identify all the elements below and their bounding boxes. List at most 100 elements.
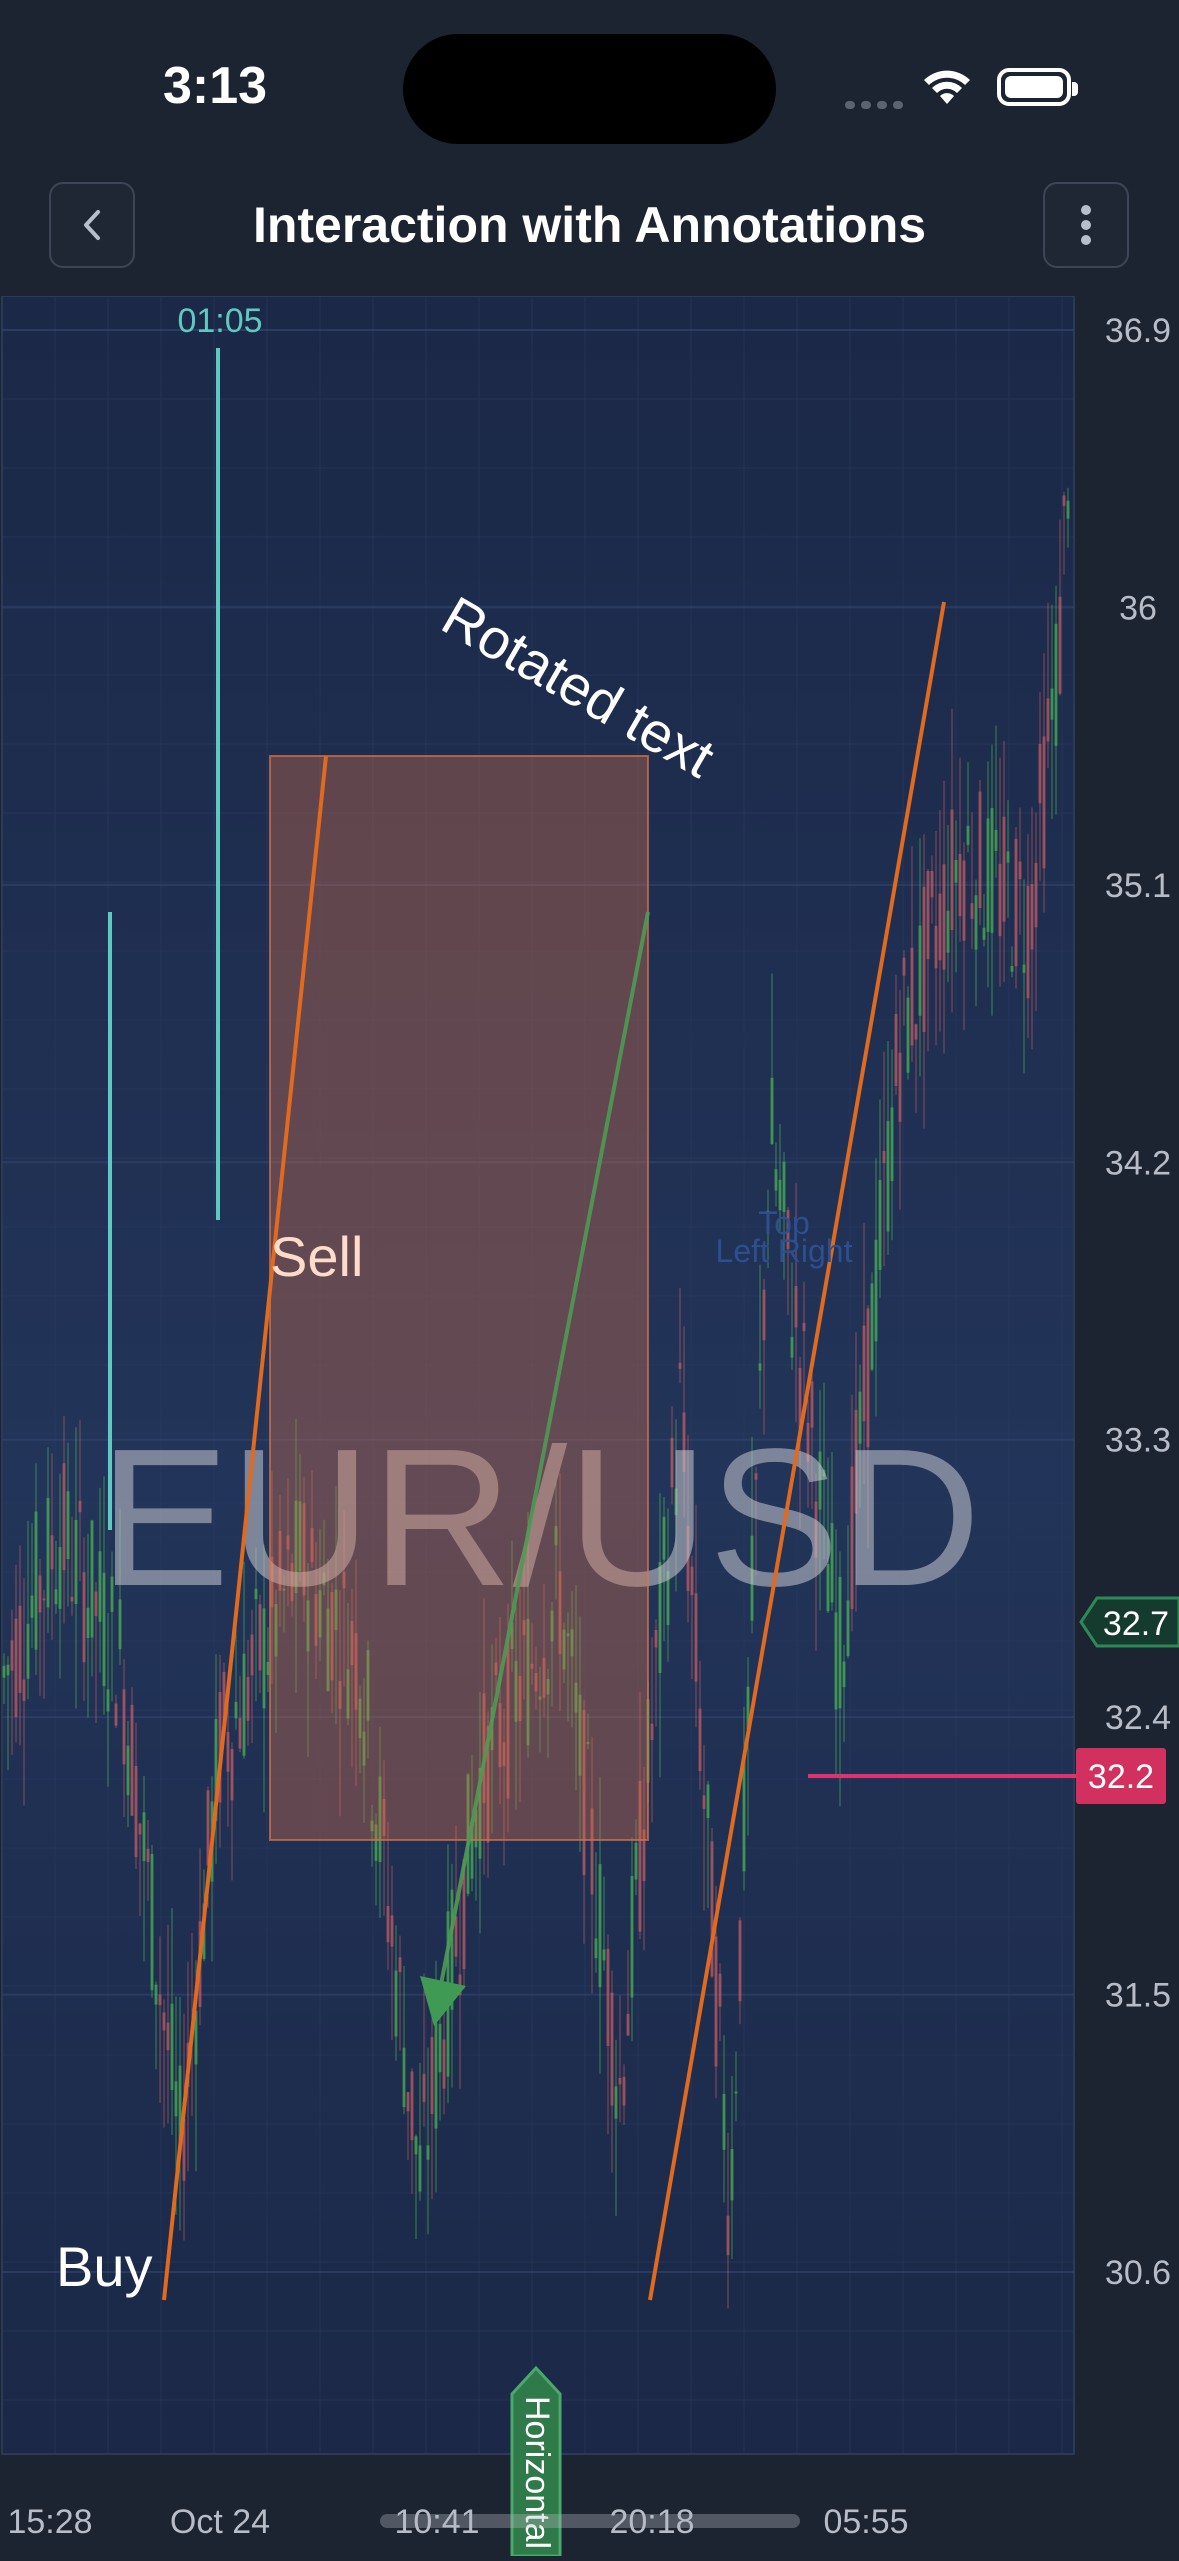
candle-body	[10, 1640, 14, 1671]
candle-body	[1026, 885, 1030, 999]
x-axis: 15:28 Oct 24 10:41 20:18 05:55	[7, 2503, 908, 2541]
candle-body	[362, 1731, 366, 1766]
candle-body	[266, 1661, 270, 1675]
candle-body	[914, 1024, 918, 1040]
candle-body	[1050, 688, 1054, 720]
candle-body	[574, 1682, 578, 1713]
candle-body	[250, 1634, 254, 1676]
candle-body	[558, 1571, 562, 1654]
orange-trend-line-right[interactable]	[648, 601, 946, 2301]
candle-body	[518, 1675, 522, 1722]
candle-body	[910, 947, 914, 1046]
chevron-left-icon	[84, 210, 100, 240]
orange-trend-line-left[interactable]	[162, 755, 328, 2301]
candle-body	[134, 1765, 138, 1858]
candle-body	[790, 1337, 794, 1358]
candle-body	[1058, 596, 1062, 694]
candle-body	[750, 1535, 754, 1621]
candle-body	[234, 1701, 238, 1719]
candle-body	[918, 925, 922, 1016]
candle-body	[926, 871, 930, 960]
candle-body	[878, 1180, 882, 1270]
candle-body	[286, 1535, 290, 1550]
candle-body	[394, 1970, 398, 2037]
candle-body	[534, 1673, 538, 1692]
candle-body	[298, 1501, 302, 1572]
candle-body	[694, 1593, 698, 1682]
candle-body	[274, 1604, 278, 1657]
candle-body	[974, 895, 978, 950]
sell-label[interactable]: Sell	[270, 1225, 363, 1288]
candle-body	[746, 1686, 750, 1729]
candle-body	[62, 1463, 66, 1571]
candle-body	[946, 910, 950, 953]
candle-body	[310, 1528, 314, 1563]
candle-body	[630, 1875, 634, 1998]
candle-body	[806, 1422, 810, 1462]
candle-body	[950, 809, 954, 931]
candle-body	[1038, 743, 1042, 804]
candle-body	[830, 1523, 834, 1603]
candles	[2, 487, 1070, 2309]
candle-body	[26, 1623, 30, 1679]
candle-body	[78, 1500, 82, 1513]
candle-body	[402, 2047, 406, 2108]
buy-label[interactable]: Buy	[56, 2235, 153, 2298]
candle-body	[158, 1994, 162, 2006]
candle-body	[162, 2012, 166, 2031]
candle-body	[410, 2071, 414, 2141]
candle-body	[966, 825, 970, 845]
candle-body	[1002, 816, 1006, 922]
candle-body	[182, 2118, 186, 2181]
candle-body	[674, 1488, 678, 1516]
page-title: Interaction with Annotations	[252, 197, 927, 253]
x-tick-label: Oct 24	[170, 2503, 270, 2541]
candle-body	[74, 1519, 78, 1605]
candle-body	[46, 1497, 50, 1608]
candle-body	[862, 1325, 866, 1422]
candle-body	[858, 1391, 862, 1444]
candle-body	[514, 1661, 518, 1722]
candle-body	[766, 1210, 770, 1233]
candle-body	[854, 1409, 858, 1514]
candle-body	[14, 1618, 18, 1718]
candle-body	[702, 1795, 706, 1809]
candle-body	[554, 1526, 558, 1546]
candle-body	[174, 2081, 178, 2117]
vertical-dots-icon	[1081, 205, 1091, 245]
candle-body	[626, 2013, 630, 2036]
candle-body	[346, 1669, 350, 1719]
candle-body	[90, 1520, 94, 1638]
candle-body	[610, 1992, 614, 2106]
candle-body	[214, 1718, 218, 1822]
arrow-head-icon	[420, 1976, 466, 2026]
candle-body	[818, 1451, 822, 1510]
candle-body	[18, 1605, 22, 1693]
candle-body	[642, 1829, 646, 1882]
latest-price-marker: 32.7	[1079, 1596, 1179, 1648]
candle-body	[758, 1363, 762, 1371]
back-button[interactable]	[49, 182, 135, 268]
more-options-button[interactable]	[1043, 182, 1129, 268]
green-arrow-line[interactable]	[436, 911, 650, 2001]
chart-area[interactable]: EUR/USD 01:05 Sell Buy Rotated text Top …	[0, 295, 1179, 2558]
navigation-bar: Interaction with Annotations	[0, 170, 1179, 296]
candle-body	[350, 1621, 354, 1666]
candle-body	[986, 818, 990, 932]
candle-body	[590, 1808, 594, 1895]
candlestick-chart[interactable]: EUR/USD 01:05 Sell Buy Rotated text Top …	[0, 295, 1179, 2558]
candle-body	[850, 1466, 854, 1609]
candle-body	[882, 1150, 886, 1163]
candle-body	[414, 2136, 418, 2155]
candle-body	[522, 1620, 526, 1636]
candle-body	[114, 1703, 118, 1726]
candle-body	[502, 1742, 506, 1766]
candle-body	[242, 1653, 246, 1756]
candle-body	[1030, 884, 1034, 950]
candle-body	[146, 1848, 150, 1863]
candle-body	[886, 1121, 890, 1232]
annotation-box[interactable]	[269, 755, 649, 1841]
candle-body	[510, 1622, 514, 1650]
candle-body	[846, 1600, 850, 1657]
candle-body	[118, 1599, 122, 1650]
